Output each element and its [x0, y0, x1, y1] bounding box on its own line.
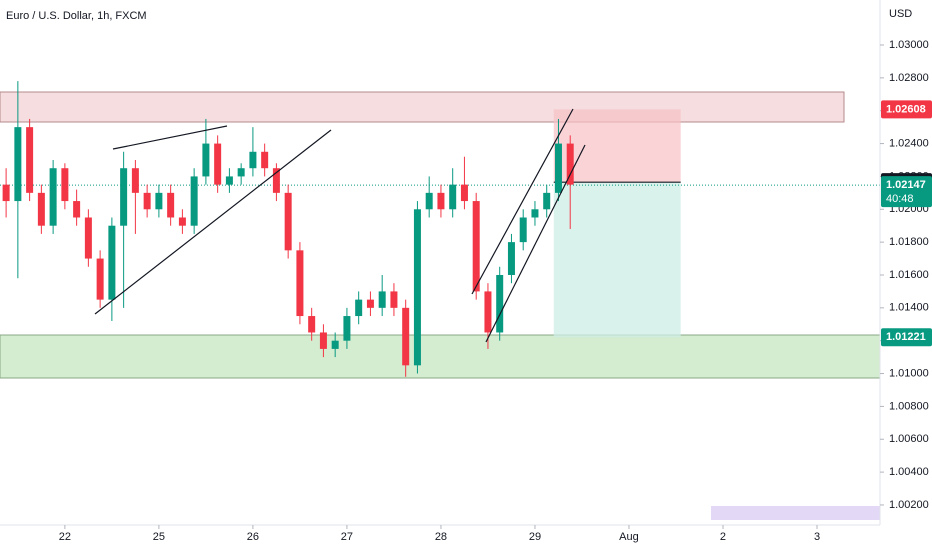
candle-body: [26, 127, 34, 193]
candle-body: [402, 307, 410, 366]
candle-body: [108, 225, 116, 300]
candle-body: [343, 316, 351, 341]
target-zone: [553, 182, 681, 338]
y-tick-label: 1.00400: [889, 466, 929, 478]
x-tick-label: 2: [720, 531, 726, 543]
candle-body: [496, 274, 504, 333]
candle-body: [73, 201, 81, 218]
axes: 1.030001.028001.026001.024001.022001.020…: [59, 39, 932, 543]
price-label-bg: [881, 176, 932, 208]
candle-body: [2, 184, 10, 202]
y-tick-label: 1.00600: [889, 433, 929, 445]
candle-body: [449, 184, 457, 210]
price-label: 1.02608: [886, 103, 926, 115]
x-tick-label: 27: [341, 531, 353, 543]
trend-line: [471, 108, 574, 295]
y-tick-label: 1.00800: [889, 400, 929, 412]
candle-body: [437, 192, 445, 210]
candle-body: [460, 184, 468, 202]
candle-body: [425, 192, 433, 210]
trend-line: [94, 129, 332, 315]
candle-body: [155, 192, 163, 210]
y-tick-label: 1.02400: [889, 137, 929, 149]
candle-body: [331, 340, 339, 349]
support-zone: [0, 334, 881, 379]
resistance-zone: [0, 91, 845, 123]
chart-title: Euro / U.S. Dollar, 1h, FXCM: [6, 10, 147, 22]
trend-lines: [94, 108, 586, 343]
x-tick-label: 22: [59, 531, 71, 543]
currency-label: USD: [889, 8, 912, 20]
candle-body: [319, 332, 327, 349]
candle-body: [554, 143, 562, 193]
candle-body: [143, 192, 151, 210]
candle-body: [131, 168, 139, 193]
y-tick-label: 1.01400: [889, 302, 929, 314]
candle-body: [61, 168, 69, 202]
price-label-bg: [881, 100, 932, 119]
drawing-box: [711, 506, 880, 520]
position-tool: [0, 109, 880, 338]
stop-zone: [553, 109, 681, 183]
candle-body: [484, 291, 492, 333]
x-tick-label: Aug: [619, 531, 639, 543]
candle-body: [261, 151, 269, 169]
x-tick-label: 3: [814, 531, 820, 543]
x-tick-label: 26: [247, 531, 259, 543]
candle-body: [49, 168, 57, 226]
candle-body: [531, 209, 539, 218]
candle-body: [167, 192, 175, 218]
candle-body: [472, 201, 480, 292]
price-label: 1.02147: [886, 179, 926, 191]
candle-body: [355, 299, 363, 317]
x-tick-label: 28: [435, 531, 447, 543]
candle-body: [96, 258, 104, 300]
y-tick-label: 1.01000: [889, 367, 929, 379]
candle-body: [507, 242, 515, 275]
candle-body: [178, 217, 186, 226]
candle-body: [296, 250, 304, 317]
candle-body: [249, 151, 257, 169]
candle-body: [519, 217, 527, 243]
candle-body: [566, 143, 574, 185]
price-label: 1.01221: [886, 331, 926, 343]
y-tick-label: 1.02800: [889, 72, 929, 84]
trend-line: [485, 144, 586, 343]
candle-body: [37, 192, 45, 226]
candle-body: [214, 143, 222, 185]
x-tick-label: 29: [529, 531, 541, 543]
candle-body: [390, 291, 398, 308]
y-tick-label: 1.03000: [889, 39, 929, 51]
candles: [2, 81, 574, 377]
y-tick-label: 1.01800: [889, 236, 929, 248]
candle-body: [202, 143, 210, 177]
candle-body: [190, 176, 198, 226]
candle-body: [284, 192, 292, 251]
candle-body: [378, 291, 386, 308]
candle-body: [237, 168, 245, 177]
candle-body: [413, 209, 421, 366]
candle-body: [225, 176, 233, 185]
candle-body: [272, 168, 280, 193]
x-tick-label: 25: [153, 531, 165, 543]
countdown: 40:48: [886, 193, 914, 205]
candle-body: [366, 299, 374, 308]
candle-body: [308, 316, 316, 333]
trend-line: [112, 125, 228, 150]
candle-body: [84, 217, 92, 259]
candle-body: [14, 127, 22, 202]
candle-body: [543, 192, 551, 210]
y-tick-label: 1.00200: [889, 499, 929, 511]
candle-body: [120, 168, 128, 226]
price-label-bg: [881, 328, 932, 347]
y-tick-label: 1.01600: [889, 269, 929, 281]
